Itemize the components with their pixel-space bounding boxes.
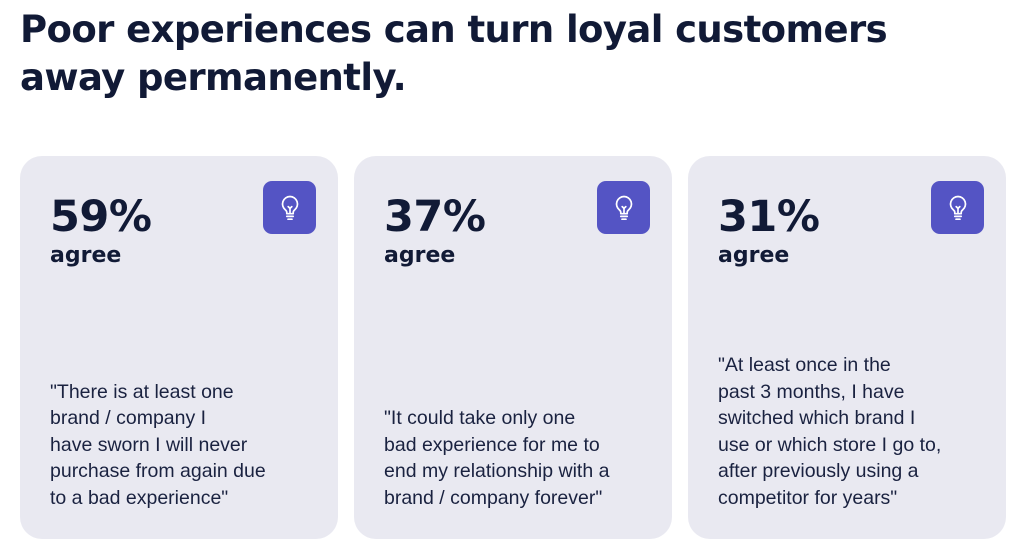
page-title-line-2: away permanently. bbox=[20, 56, 407, 99]
quote-line: after previously using a bbox=[718, 460, 919, 482]
quote-line: switched which brand I bbox=[718, 407, 916, 429]
quote-text: "At least once in the past 3 months, I h… bbox=[718, 352, 980, 511]
page-title: Poor experiences can turn loyal customer… bbox=[20, 6, 980, 102]
quote-line: "At least once in the bbox=[718, 354, 891, 376]
quote-line: use or which store I go to, bbox=[718, 433, 942, 456]
quote-line: brand / company I bbox=[50, 407, 207, 429]
stat-unit-label: agree bbox=[50, 243, 122, 268]
lightbulb-icon bbox=[597, 181, 650, 234]
quote-text: "There is at least one brand / company I… bbox=[50, 379, 312, 512]
quote-line: end my relationship with a bbox=[384, 460, 610, 482]
quote-text: "It could take only one bad experience f… bbox=[384, 405, 646, 511]
quote-line: past 3 months, I have bbox=[718, 380, 905, 403]
stat-card-2: 37% agree "It could take only one bad ex… bbox=[354, 156, 672, 539]
quote-line: brand / company forever" bbox=[384, 486, 603, 509]
stat-unit-label: agree bbox=[718, 243, 790, 268]
stat-percent: 31% bbox=[718, 192, 820, 242]
lightbulb-icon bbox=[263, 181, 316, 234]
quote-line: "There is at least one bbox=[50, 380, 234, 403]
stat-card-1: 59% agree "There is at least one brand /… bbox=[20, 156, 338, 539]
quote-line: "It could take only one bbox=[384, 407, 576, 429]
stat-card-3: 31% agree "At least once in the past 3 m… bbox=[688, 156, 1006, 539]
quote-line: have sworn I will never bbox=[50, 433, 248, 456]
quote-line: to a bad experience" bbox=[50, 486, 229, 509]
page-title-line-1: Poor experiences can turn loyal customer… bbox=[20, 8, 888, 51]
quote-line: purchase from again due bbox=[50, 460, 266, 482]
stat-unit-label: agree bbox=[384, 243, 456, 268]
lightbulb-icon bbox=[931, 181, 984, 234]
stat-percent: 37% bbox=[384, 192, 486, 242]
stat-percent: 59% bbox=[50, 192, 152, 242]
quote-line: bad experience for me to bbox=[384, 433, 600, 456]
quote-line: competitor for years" bbox=[718, 486, 898, 509]
